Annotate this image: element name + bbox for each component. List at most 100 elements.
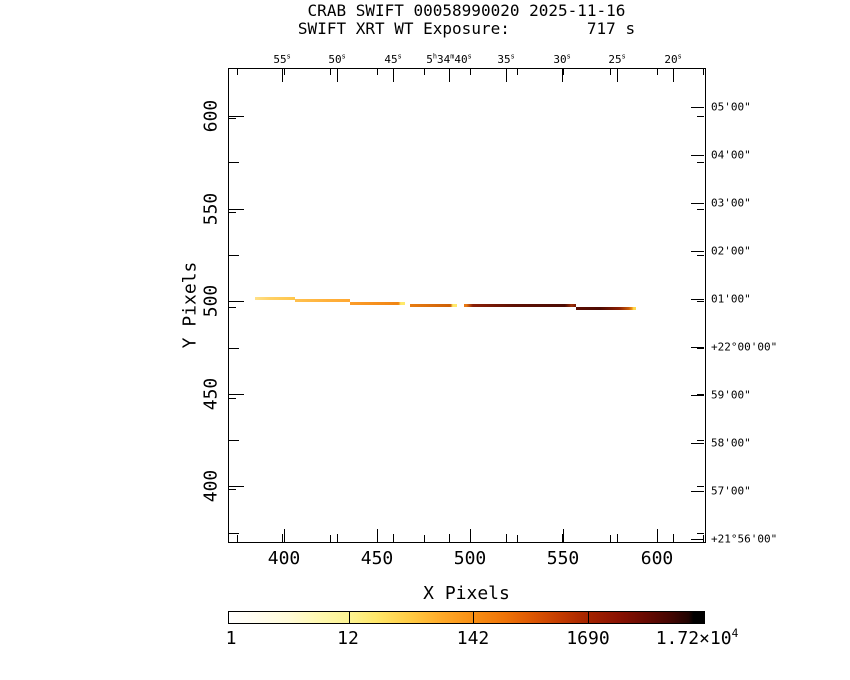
dec-tick-label: +21°56'00" bbox=[711, 532, 778, 546]
y-tick-label: 450 bbox=[200, 377, 222, 411]
axis-tick bbox=[229, 486, 244, 487]
axis-tick bbox=[697, 162, 704, 163]
axis-tick bbox=[517, 535, 518, 542]
axis-tick bbox=[229, 398, 236, 399]
axis-tick bbox=[610, 69, 611, 75]
ra-tick-label: 45s bbox=[384, 52, 402, 66]
axis-tick bbox=[697, 348, 704, 349]
superscript-unit: s bbox=[467, 52, 472, 61]
superscript-unit: m bbox=[450, 52, 455, 61]
axis-tick bbox=[691, 299, 704, 300]
superscript-unit: s bbox=[510, 52, 515, 61]
axis-tick bbox=[229, 212, 236, 213]
axis-tick bbox=[229, 255, 239, 256]
axis-tick bbox=[229, 489, 236, 490]
axis-tick bbox=[449, 534, 450, 542]
x-tick-label: 550 bbox=[546, 548, 580, 569]
superscript-unit: s bbox=[566, 52, 571, 61]
axis-tick bbox=[562, 69, 563, 82]
axis-tick bbox=[697, 209, 704, 210]
axis-tick bbox=[703, 535, 704, 542]
dec-tick-label: 05'00" bbox=[711, 100, 751, 114]
axis-tick bbox=[506, 534, 507, 542]
dec-tick-label: 01'00" bbox=[711, 292, 751, 306]
superscript-unit: h bbox=[432, 52, 438, 61]
y-tick-label: 400 bbox=[200, 469, 222, 503]
axis-tick bbox=[517, 69, 518, 75]
axis-tick bbox=[470, 529, 471, 542]
ra-tick-label: 20s bbox=[664, 52, 682, 66]
axis-tick bbox=[229, 533, 239, 534]
ra-tick-label: 5h34m40s bbox=[426, 52, 472, 66]
ra-tick-label: 25s bbox=[608, 52, 626, 66]
x-tick-label: 500 bbox=[453, 548, 487, 569]
colorbar-divider bbox=[588, 612, 589, 623]
axis-tick bbox=[284, 69, 285, 75]
x-tick-label: 450 bbox=[360, 548, 394, 569]
axis-tick bbox=[229, 301, 244, 302]
axis-tick bbox=[691, 491, 704, 492]
y-tick-label: 500 bbox=[200, 284, 222, 318]
ra-tick-label: 30s bbox=[553, 52, 571, 66]
image-data-row bbox=[255, 296, 296, 300]
image-data-row bbox=[464, 304, 577, 308]
image-data-row bbox=[350, 301, 405, 305]
axis-tick bbox=[657, 529, 658, 542]
colorbar bbox=[228, 611, 705, 624]
axis-tick bbox=[697, 486, 704, 487]
x-tick-label: 600 bbox=[640, 548, 674, 569]
axis-tick bbox=[237, 535, 238, 542]
axis-tick bbox=[424, 69, 425, 75]
axis-tick bbox=[691, 395, 704, 396]
axis-tick bbox=[330, 69, 331, 75]
axis-tick bbox=[697, 533, 704, 534]
superscript-unit: s bbox=[341, 52, 346, 61]
axis-tick bbox=[691, 155, 704, 156]
axis-tick bbox=[377, 69, 378, 75]
colorbar-divider bbox=[349, 612, 350, 623]
superscript-unit: s bbox=[286, 52, 291, 61]
axis-tick bbox=[229, 118, 236, 119]
axis-tick bbox=[697, 301, 704, 302]
axis-tick bbox=[284, 529, 285, 542]
axis-tick bbox=[229, 162, 239, 163]
dec-tick-label: 58'00" bbox=[711, 436, 751, 450]
axis-tick bbox=[697, 394, 704, 395]
colorbar-divider bbox=[473, 612, 474, 623]
axis-tick bbox=[229, 209, 244, 210]
axis-tick bbox=[424, 535, 425, 542]
dec-tick-label: 57'00" bbox=[711, 484, 751, 498]
axis-tick bbox=[691, 347, 704, 348]
x-tick-label: 400 bbox=[267, 548, 301, 569]
axis-tick bbox=[610, 535, 611, 542]
axis-tick bbox=[697, 440, 704, 441]
axis-tick bbox=[673, 534, 674, 542]
ra-tick-label: 35s bbox=[497, 52, 515, 66]
axis-tick bbox=[237, 69, 238, 75]
axis-tick bbox=[229, 348, 239, 349]
ra-tick-label: 50s bbox=[328, 52, 346, 66]
axis-tick bbox=[229, 440, 239, 441]
x-axis-title: X Pixels bbox=[423, 583, 510, 604]
axis-tick bbox=[697, 255, 704, 256]
axis-tick bbox=[337, 69, 338, 82]
superscript-unit: s bbox=[677, 52, 682, 61]
superscript-unit: s bbox=[397, 52, 402, 61]
axis-tick bbox=[617, 534, 618, 542]
image-data-row bbox=[295, 298, 351, 302]
axis-tick bbox=[563, 69, 564, 75]
dec-tick-label: 59'00" bbox=[711, 388, 751, 402]
axis-tick bbox=[282, 69, 283, 82]
plot-title: CRAB SWIFT 00058990020 2025-11-16 bbox=[307, 1, 626, 20]
plot-frame bbox=[228, 68, 706, 543]
axis-tick bbox=[449, 69, 450, 82]
axis-tick bbox=[393, 69, 394, 82]
y-axis-title: Y Pixels bbox=[179, 261, 201, 349]
axis-tick bbox=[282, 534, 283, 542]
dec-tick-label: 02'00" bbox=[711, 244, 751, 258]
axis-tick bbox=[657, 69, 658, 75]
dec-tick-label: 03'00" bbox=[711, 196, 751, 210]
axis-tick bbox=[330, 535, 331, 542]
axis-tick bbox=[229, 307, 236, 308]
